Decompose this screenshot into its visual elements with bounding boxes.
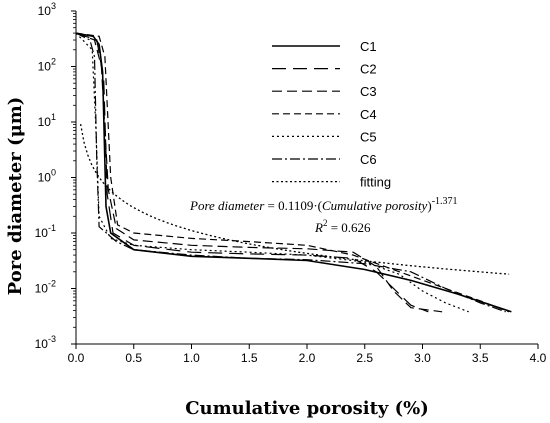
x-tick-label: 0.0 [68,351,85,365]
y-axis-label: Pore diameter (μm) [5,97,26,296]
y-tick-label: 100 [38,168,56,185]
legend: C1 C2 C3 C4 C5 C6 fitting [272,39,391,190]
series-line-fitting [79,123,510,275]
y-tick-label: 102 [38,57,56,74]
series-line-c1 [75,32,512,313]
y-axis-ticks: 10-3 10-2 10-1 100 101 102 103 [35,1,76,351]
series-line-c2 [75,32,429,313]
x-tick-label: 0.5 [125,351,142,365]
x-tick-label: 3.0 [414,351,431,365]
series-line-c3 [75,32,443,313]
legend-label-c4: C4 [360,107,377,122]
x-tick-label: 3.5 [472,351,489,365]
x-axis-ticks: 0.0 0.5 1.0 1.5 2.0 2.5 3.0 3.5 4.0 [68,344,547,365]
series-line-c4 [75,32,510,313]
legend-label-c3: C3 [360,84,377,99]
legend-label-c1: C1 [360,39,377,54]
y-tick-label: 101 [38,112,56,129]
x-tick-label: 2.5 [356,351,373,365]
x-axis-label: Cumulative porosity (%) [185,398,429,419]
x-tick-label: 2.0 [299,351,316,365]
y-tick-label: 10-2 [35,279,56,296]
axes-frame [75,11,538,345]
y-tick-label: 103 [38,1,56,18]
legend-label-c5: C5 [360,129,377,144]
series-lines [75,32,512,313]
series-line-c5 [75,32,469,313]
x-tick-label: 4.0 [530,351,547,365]
y-tick-label: 10-1 [35,223,56,240]
fit-equation: Pore diameter = 0.1109·(Cumulative poros… [189,196,458,213]
r-squared: R2 = 0.626 [314,218,371,235]
legend-label-c2: C2 [360,62,377,77]
y-tick-label: 10-3 [35,334,56,351]
series-line-c6 [75,32,506,313]
x-tick-label: 1.5 [241,351,258,365]
legend-label-c6: C6 [360,152,377,167]
legend-label-fitting: fitting [360,175,391,190]
x-tick-label: 1.0 [183,351,200,365]
